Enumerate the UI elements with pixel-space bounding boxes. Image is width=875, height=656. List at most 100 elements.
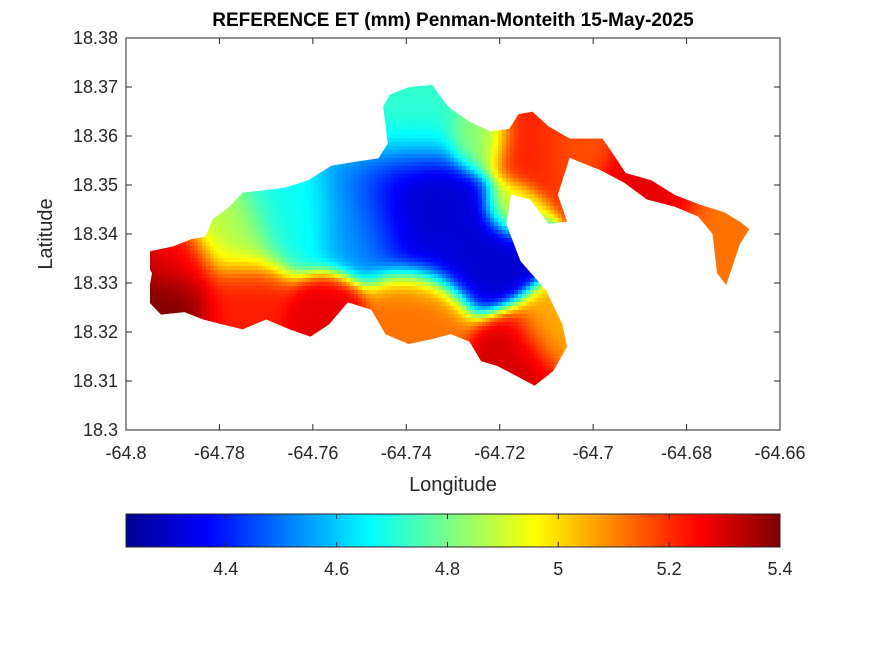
et-field-cell (350, 258, 355, 263)
et-field-cell (314, 274, 319, 279)
et-field-cell (382, 270, 387, 275)
et-field-cell (162, 250, 167, 255)
et-field-cell (398, 118, 403, 123)
et-field-cell (390, 254, 395, 259)
et-field-cell (326, 278, 331, 283)
et-field-cell (270, 286, 275, 291)
et-field-cell (334, 230, 339, 235)
et-field-cell (314, 286, 319, 291)
et-field-cell (282, 230, 287, 235)
et-field-cell (298, 330, 303, 335)
et-field-cell (390, 282, 395, 287)
et-field-cell (246, 246, 251, 251)
et-field-cell (390, 258, 395, 263)
et-field-cell (318, 266, 323, 271)
et-field-cell (162, 274, 167, 279)
et-field-cell (342, 266, 347, 271)
et-field-cell (378, 174, 383, 179)
et-field-cell (282, 190, 287, 195)
et-field-cell (386, 182, 391, 187)
et-field-cell (190, 286, 195, 291)
et-field-cell (294, 222, 299, 227)
et-field-cell (222, 254, 227, 259)
et-field-cell (398, 278, 403, 283)
et-field-cell (150, 286, 155, 291)
et-field-cell (170, 282, 175, 287)
et-field-cell (258, 266, 263, 271)
et-field-cell (274, 286, 279, 291)
et-field-cell (370, 242, 375, 247)
et-field-cell (386, 298, 391, 303)
et-field-cell (362, 166, 367, 171)
et-field-cell (242, 318, 247, 323)
et-field-cell (322, 234, 327, 239)
et-field-cell (314, 210, 319, 215)
et-field-cell (198, 238, 203, 243)
et-field-cell (382, 318, 387, 323)
et-field-cell (262, 294, 267, 299)
et-field-cell (370, 262, 375, 267)
et-field-cell (230, 282, 235, 287)
et-field-cell (302, 266, 307, 271)
et-field-cell (302, 238, 307, 243)
et-field-cell (174, 302, 179, 307)
et-field-cell (314, 318, 319, 323)
et-field-cell (290, 262, 295, 267)
et-field-cell (242, 206, 247, 211)
et-field-cell (378, 166, 383, 171)
et-field-cell (382, 250, 387, 255)
et-field-cell (226, 278, 231, 283)
et-field-cell (242, 262, 247, 267)
et-field-cell (382, 262, 387, 267)
et-field-cell (362, 258, 367, 263)
et-field-cell (154, 270, 159, 275)
et-field-cell (342, 258, 347, 263)
et-field-cell (330, 282, 335, 287)
et-field-cell (386, 322, 391, 327)
et-field-cell (378, 162, 383, 167)
et-field-cell (282, 250, 287, 255)
et-field-cell (162, 286, 167, 291)
et-field-cell (178, 266, 183, 271)
et-field-cell (338, 226, 343, 231)
et-field-cell (206, 254, 211, 259)
et-field-cell (314, 322, 319, 327)
et-field-cell (354, 186, 359, 191)
et-field-cell (386, 102, 391, 107)
et-field-cell (314, 306, 319, 311)
et-field-cell (310, 230, 315, 235)
et-field-cell (382, 254, 387, 259)
et-field-cell (354, 162, 359, 167)
et-field-cell (398, 138, 403, 143)
et-field-cell (394, 242, 399, 247)
et-field-cell (286, 306, 291, 311)
et-field-cell (398, 254, 403, 259)
et-field-cell (210, 274, 215, 279)
et-field-cell (318, 262, 323, 267)
et-field-cell (318, 322, 323, 327)
et-field-cell (322, 270, 327, 275)
et-field-cell (258, 274, 263, 279)
et-field-cell (218, 226, 223, 231)
et-field-cell (194, 266, 199, 271)
et-field-cell (286, 210, 291, 215)
et-field-cell (302, 282, 307, 287)
et-field-cell (274, 258, 279, 263)
et-field-cell (358, 302, 363, 307)
et-field-cell (266, 274, 271, 279)
et-field-cell (350, 294, 355, 299)
et-field-cell (362, 230, 367, 235)
et-field-cell (214, 246, 219, 251)
et-field-cell (314, 326, 319, 331)
et-field-cell (318, 174, 323, 179)
et-field-cell (386, 138, 391, 143)
et-field-cell (274, 270, 279, 275)
et-field-cell (378, 322, 383, 327)
et-field-cell (330, 190, 335, 195)
et-field-cell (202, 254, 207, 259)
et-field-cell (214, 250, 219, 255)
et-field-cell (378, 254, 383, 259)
et-field-cell (182, 298, 187, 303)
et-field-cell (242, 218, 247, 223)
et-field-cell (366, 178, 371, 183)
